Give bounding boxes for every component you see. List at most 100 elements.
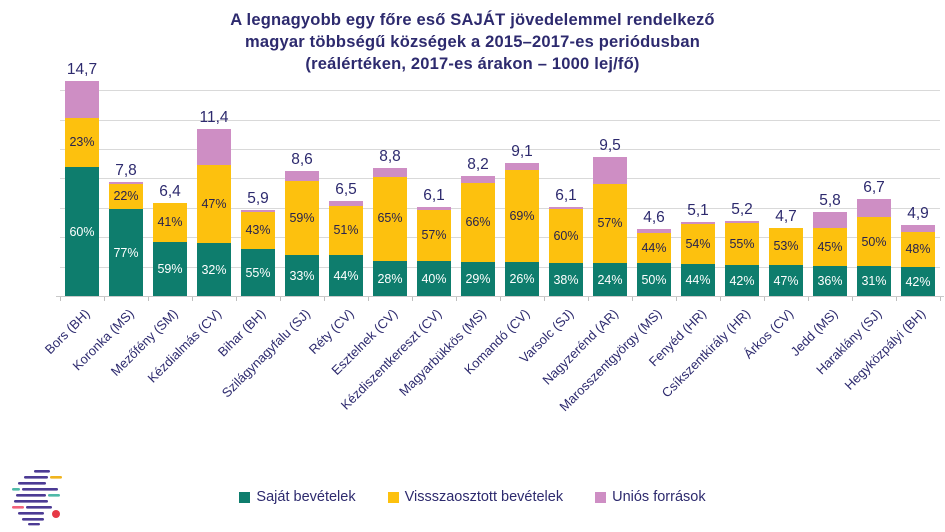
bar-percent-label: 55% bbox=[729, 236, 755, 251]
bar-percent-label: 55% bbox=[245, 265, 271, 280]
bar-percent-label: 47% bbox=[773, 273, 799, 288]
bar-percent-label: 60% bbox=[553, 228, 579, 243]
bar-segment-redistributed-revenues: 43% bbox=[241, 212, 275, 250]
bar-percent-label: 45% bbox=[817, 239, 843, 254]
bar-segment-eu-funds bbox=[285, 170, 319, 181]
legend-swatch-green-icon bbox=[239, 491, 251, 503]
bar-percent-label: 65% bbox=[377, 211, 403, 226]
bar-segment-own-revenues: 50% bbox=[637, 263, 671, 297]
dashed-map-logo-icon bbox=[12, 470, 62, 526]
stacked-bar: 51% 44% bbox=[329, 201, 363, 297]
stacked-bar: 59% 33% bbox=[285, 170, 319, 297]
chart-title-line3: (reálértéken, 2017-es árakon – 1000 lej/… bbox=[305, 54, 640, 73]
bar-percent-label: 40% bbox=[421, 271, 447, 286]
x-axis-tick bbox=[852, 297, 853, 301]
bar-percent-label: 57% bbox=[597, 216, 623, 231]
bar-percent-label: 22% bbox=[113, 188, 139, 203]
bar-segment-redistributed-revenues: 47% bbox=[197, 164, 231, 244]
bar-percent-label: 44% bbox=[333, 268, 359, 283]
x-axis-tick bbox=[324, 297, 325, 301]
gridline bbox=[60, 149, 940, 150]
bar-percent-label: 50% bbox=[861, 234, 887, 249]
bar-column: 6,1 57% 40% bbox=[412, 81, 456, 297]
x-axis-tick bbox=[104, 297, 105, 301]
bar-segment-redistributed-revenues: 69% bbox=[505, 169, 539, 263]
bar-segment-redistributed-revenues: 53% bbox=[769, 227, 803, 265]
x-axis-label: Szilágynagyfalu (SJ) bbox=[218, 306, 313, 401]
bar-segment-eu-funds bbox=[417, 207, 451, 211]
bar-column: 8,8 65% 28% bbox=[368, 81, 412, 297]
bar-segment-eu-funds bbox=[461, 176, 495, 183]
bar-percent-label: 47% bbox=[201, 196, 227, 211]
bar-column: 5,9 43% 55% bbox=[236, 81, 280, 297]
gridline bbox=[60, 90, 940, 92]
bar-total-label: 8,8 bbox=[379, 147, 401, 165]
bar-column: 6,1 60% 38% bbox=[544, 81, 588, 297]
bar-total-label: 6,1 bbox=[423, 187, 445, 205]
bar-segment-own-revenues: 44% bbox=[329, 254, 363, 297]
bar-segment-redistributed-revenues: 66% bbox=[461, 182, 495, 263]
bar-segment-own-revenues: 60% bbox=[65, 167, 99, 297]
legend-swatch-yellow-icon bbox=[387, 491, 399, 503]
bar-segment-redistributed-revenues: 45% bbox=[813, 227, 847, 267]
bar-column: 8,6 59% 33% bbox=[280, 81, 324, 297]
bar-segment-eu-funds bbox=[681, 222, 715, 224]
stacked-bar: 66% 29% bbox=[461, 176, 495, 297]
stacked-bar: 22% 77% bbox=[109, 182, 143, 297]
bar-segment-eu-funds bbox=[109, 182, 143, 184]
bar-column: 5,8 45% 36% bbox=[808, 81, 852, 297]
stacked-bar: 50% 31% bbox=[857, 198, 891, 297]
x-axis-tick bbox=[808, 297, 809, 301]
stacked-bar: 60% 38% bbox=[549, 207, 583, 297]
bar-segment-own-revenues: 33% bbox=[285, 255, 319, 297]
bar-segment-redistributed-revenues: 57% bbox=[417, 210, 451, 262]
bar-total-label: 6,5 bbox=[335, 181, 357, 199]
bar-segment-own-revenues: 38% bbox=[549, 262, 583, 297]
bar-segment-redistributed-revenues: 50% bbox=[857, 217, 891, 267]
bar-segment-own-revenues: 42% bbox=[725, 264, 759, 297]
bar-column: 8,2 66% 29% bbox=[456, 81, 500, 297]
bar-total-label: 9,5 bbox=[599, 137, 621, 155]
legend-item-eu-funds: Uniós források bbox=[595, 489, 706, 505]
bar-percent-label: 42% bbox=[729, 273, 755, 288]
x-axis-tick bbox=[764, 297, 765, 301]
bar-percent-label: 77% bbox=[113, 245, 139, 260]
gridline bbox=[60, 207, 940, 209]
x-axis-tick bbox=[456, 297, 457, 301]
bar-percent-label: 32% bbox=[201, 262, 227, 277]
x-axis-tick bbox=[544, 297, 545, 301]
bar-column: 14,7 23% 60% bbox=[60, 61, 104, 297]
stacked-bar: 41% 59% bbox=[153, 202, 187, 297]
bar-percent-label: 43% bbox=[245, 223, 271, 238]
bar-segment-own-revenues: 31% bbox=[857, 266, 891, 297]
stacked-bar: 55% 42% bbox=[725, 220, 759, 297]
x-axis-tick bbox=[896, 297, 897, 301]
x-axis-tick bbox=[588, 297, 589, 301]
stacked-bar: 23% 60% bbox=[65, 80, 99, 297]
stacked-bar: 57% 24% bbox=[593, 157, 627, 297]
bar-total-label: 4,9 bbox=[907, 205, 929, 222]
x-axis-tick bbox=[412, 297, 413, 301]
x-axis-tick bbox=[500, 297, 501, 301]
stacked-bar: 43% 55% bbox=[241, 210, 275, 297]
x-axis-tick bbox=[280, 297, 281, 301]
bar-percent-label: 26% bbox=[509, 272, 535, 287]
bar-total-label: 11,4 bbox=[199, 109, 229, 127]
bar-segment-eu-funds bbox=[505, 163, 539, 170]
gridline bbox=[60, 178, 940, 180]
bar-column: 6,5 51% 44% bbox=[324, 81, 368, 297]
bar-column: 9,5 57% 24% bbox=[588, 81, 632, 297]
bar-column: 7,8 22% 77% bbox=[104, 81, 148, 297]
bar-segment-own-revenues: 44% bbox=[681, 264, 715, 297]
legend-label: Uniós források bbox=[612, 489, 706, 505]
bar-segment-redistributed-revenues: 60% bbox=[549, 209, 583, 263]
bar-segment-own-revenues: 24% bbox=[593, 263, 627, 297]
x-axis-tick bbox=[720, 297, 721, 301]
bar-percent-label: 51% bbox=[333, 223, 359, 238]
bar-segment-own-revenues: 28% bbox=[373, 260, 407, 297]
x-axis-tick bbox=[192, 297, 193, 301]
bar-total-label: 7,8 bbox=[115, 162, 137, 180]
chart-title: A legnagyobb egy főre eső SAJÁT jövedele… bbox=[0, 10, 945, 76]
bar-segment-redistributed-revenues: 41% bbox=[153, 202, 187, 242]
